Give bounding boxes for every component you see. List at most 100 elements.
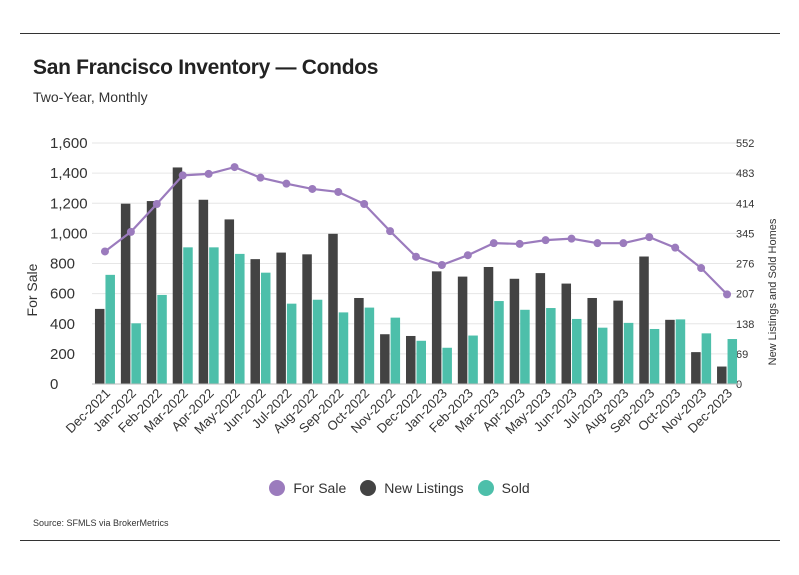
sold-bar: [390, 317, 401, 384]
right-tick-label: 207: [736, 289, 754, 301]
top-rule: [20, 33, 780, 34]
for-sale-point: [230, 163, 239, 172]
legend-label-for-sale: For Sale: [293, 480, 347, 496]
for-sale-point: [100, 247, 109, 256]
new-listings-bar: [665, 319, 675, 384]
for-sale-point: [437, 261, 446, 270]
sold-bar: [572, 318, 582, 384]
legend-swatch-for-sale: [269, 480, 286, 496]
right-tick-label: 0: [736, 379, 742, 391]
new-listings-bar: [639, 256, 649, 384]
new-listings-bar: [380, 334, 390, 384]
right-tick-label: 552: [736, 138, 754, 150]
sold-bar: [235, 253, 245, 384]
left-tick-label: 1,400: [50, 165, 88, 182]
right-tick-label: 276: [736, 259, 754, 271]
sold-bar: [338, 312, 349, 384]
sold-bar: [494, 301, 504, 384]
for-sale-point: [567, 234, 576, 243]
sold-bar: [416, 340, 426, 384]
source-note: Source: SFMLS via BrokerMetrics: [33, 518, 169, 528]
left-tick-label: 400: [50, 316, 75, 333]
new-listings-bar: [613, 300, 623, 384]
for-sale-point: [152, 200, 161, 209]
new-listings-bar: [406, 335, 416, 384]
for-sale-point: [619, 239, 628, 248]
legend-swatch-new-listings: [360, 480, 377, 496]
new-listings-bar: [354, 297, 364, 384]
for-sale-point: [723, 290, 732, 299]
right-tick-label: 69: [736, 349, 748, 361]
for-sale-point: [645, 233, 654, 242]
for-sale-point: [593, 239, 602, 248]
sold-bar: [105, 274, 115, 384]
for-sale-point: [360, 200, 369, 209]
sold-bar: [131, 323, 141, 384]
chart-subtitle: Two-Year, Monthly: [33, 89, 148, 105]
legend-item-for-sale: For Sale: [269, 480, 346, 496]
left-tick-label: 600: [50, 286, 75, 303]
for-sale-point: [412, 252, 420, 261]
new-listings-bar: [250, 259, 260, 384]
sold-bar: [727, 339, 738, 384]
sold-bar: [623, 322, 634, 384]
sold-bar: [312, 299, 323, 384]
new-listings-bar: [509, 278, 520, 384]
new-listings-bar: [561, 283, 572, 384]
for-sale-point: [126, 227, 135, 236]
bottom-rule: [20, 540, 780, 541]
for-sale-point: [697, 264, 706, 273]
sold-bar: [675, 319, 686, 384]
left-tick-label: 1,600: [50, 135, 88, 152]
right-tick-label: 414: [736, 198, 754, 210]
sold-bar: [468, 335, 478, 384]
for-sale-line: [104, 165, 728, 296]
new-listings-bar: [198, 199, 209, 384]
right-tick-label: 483: [736, 168, 754, 180]
new-listings-bar: [224, 219, 235, 384]
for-sale-point: [282, 179, 291, 188]
legend-item-sold: Sold: [477, 480, 530, 496]
new-listings-bar: [120, 203, 131, 384]
left-tick-label: 0: [50, 376, 58, 393]
sold-bar: [286, 303, 297, 384]
sold-bar: [701, 333, 712, 384]
for-sale-point: [308, 184, 317, 193]
sold-bar: [209, 247, 219, 384]
new-listings-bar: [457, 276, 468, 384]
y2-axis-label: New Listings and Sold Homes: [767, 218, 779, 365]
for-sale-point: [671, 243, 680, 252]
new-listings-bar: [587, 297, 597, 384]
new-listings-bar: [535, 273, 546, 384]
new-listings-bar: [94, 308, 105, 384]
new-listings-bar: [302, 254, 312, 384]
new-listings-bar: [328, 233, 338, 384]
left-tick-label: 800: [50, 256, 75, 273]
y-axis-label: For Sale: [24, 263, 40, 316]
left-tick-label: 1,200: [50, 195, 88, 212]
sold-bar: [364, 307, 375, 384]
sold-bar: [649, 328, 660, 384]
for-sale-point: [204, 169, 213, 178]
for-sale-point: [515, 239, 524, 248]
legend: For Sale New Listings Sold: [0, 480, 799, 496]
sold-bar: [546, 308, 556, 384]
new-listings-bar: [172, 167, 183, 384]
for-sale-point: [541, 236, 550, 245]
legend-label-new-listings: New Listings: [384, 480, 464, 496]
for-sale-point: [489, 239, 498, 248]
for-sale-point: [386, 227, 395, 236]
left-tick-label: 1,000: [50, 225, 88, 242]
new-listings-bar: [431, 271, 442, 384]
legend-swatch-sold: [477, 480, 494, 496]
right-tick-label: 345: [736, 228, 754, 240]
new-listings-bar: [146, 201, 157, 384]
sold-bar: [183, 247, 193, 384]
new-listings-bar: [691, 352, 701, 384]
new-listings-bar: [276, 252, 286, 384]
chart-title: San Francisco Inventory — Condos: [33, 56, 379, 79]
for-sale-point: [256, 173, 265, 182]
sold-bar: [260, 272, 271, 384]
sold-bar: [520, 309, 530, 384]
